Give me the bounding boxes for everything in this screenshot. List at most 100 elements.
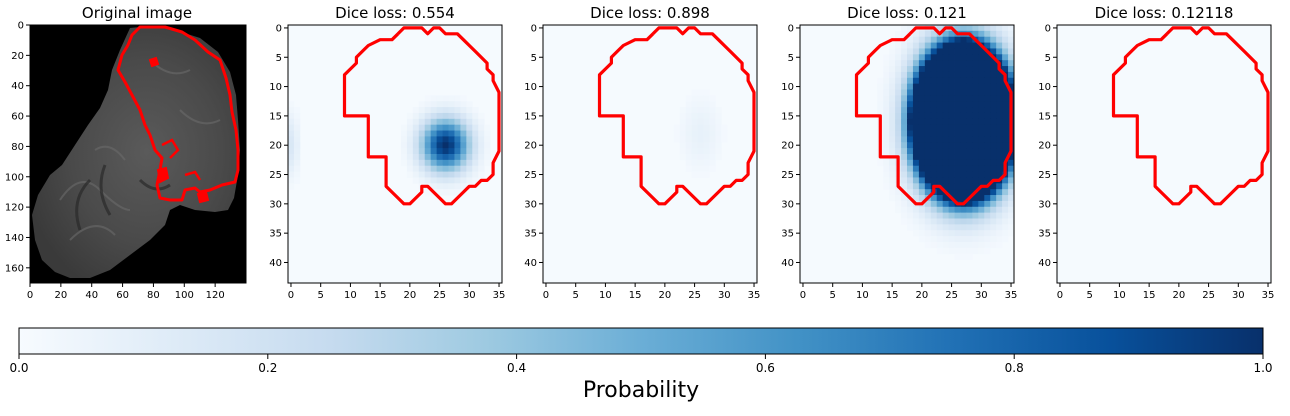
heatmap-cell xyxy=(948,159,955,167)
heatmap-cell xyxy=(709,136,716,143)
heatmap-cell xyxy=(918,159,926,167)
heatmap-cell xyxy=(978,54,985,61)
heatmap-cell xyxy=(406,165,414,172)
panel-prediction: Dice loss: 0.121 0 5 10 15 20 25 30 35 0 5 10 15 20 25… xyxy=(781,4,1017,301)
heatmap-cell xyxy=(954,154,961,161)
heatmap-cell xyxy=(889,183,896,190)
heatmap-cell xyxy=(930,95,938,102)
y-tick-label: 15 xyxy=(781,111,794,122)
heatmap-cell xyxy=(691,124,698,131)
heatmap-cell xyxy=(478,154,485,161)
heatmap-cell xyxy=(942,66,950,73)
heatmap-cell xyxy=(472,130,479,137)
heatmap-cell xyxy=(960,130,967,137)
heatmap-cell xyxy=(918,212,926,219)
heatmap-cell xyxy=(924,236,932,243)
heatmap-cell xyxy=(1008,54,1015,61)
heatmap-cell xyxy=(936,247,944,255)
heatmap-cell xyxy=(293,159,301,167)
heatmap-cell xyxy=(454,136,461,143)
heatmap-cell xyxy=(990,159,997,167)
heatmap-cell xyxy=(966,42,973,49)
heatmap-cell xyxy=(936,77,944,85)
heatmap-cell xyxy=(472,171,479,178)
heatmap-cell xyxy=(691,171,698,178)
heatmap-cell xyxy=(924,118,932,126)
heatmap-cell xyxy=(288,112,295,120)
panel-original-image: Original image 0 20 40 60 80 100 120 0 20 40 60 80… xyxy=(5,4,247,301)
heatmap-cell xyxy=(990,142,997,149)
heatmap-cell xyxy=(972,48,979,55)
heatmap-cell xyxy=(996,148,1003,155)
heatmap-cell xyxy=(454,148,461,155)
heatmap-cell xyxy=(984,130,991,137)
x-tick-label: 30 xyxy=(718,290,731,301)
x-tick-label: 35 xyxy=(1262,290,1275,301)
heatmap-cell xyxy=(954,112,961,120)
heatmap-cell xyxy=(984,101,991,108)
heatmap-cell xyxy=(460,136,467,143)
y-tick-label: 5 xyxy=(1045,53,1051,64)
heatmap-cell xyxy=(972,71,979,79)
heatmap-cell xyxy=(918,195,926,202)
heatmap-cell xyxy=(1008,212,1015,219)
heatmap-cell xyxy=(454,177,461,184)
heatmap-cell xyxy=(430,112,438,120)
heatmap-cell xyxy=(430,142,438,149)
heatmap-cell xyxy=(709,107,716,114)
heatmap-cell xyxy=(1002,136,1009,143)
heatmap-cell xyxy=(996,224,1003,231)
heatmap-cell xyxy=(918,54,926,61)
heatmap-cell xyxy=(442,142,449,149)
heatmap-cell xyxy=(972,230,979,237)
heatmap-cell xyxy=(895,101,902,108)
x-tick-label: 120 xyxy=(206,290,225,301)
panel-prediction: Dice loss: 0.898 0 5 10 15 20 25 30 35 0 5 10 15 20 25… xyxy=(524,4,760,301)
heatmap-cell xyxy=(948,30,955,38)
y-tick-label: 120 xyxy=(5,203,24,214)
heatmap-cell xyxy=(691,154,698,161)
heatmap-cell xyxy=(889,48,896,55)
heatmap-cell xyxy=(924,130,932,137)
heatmap-cell xyxy=(936,124,944,131)
heatmap-cell xyxy=(912,101,920,108)
heatmap-cell xyxy=(918,60,926,67)
heatmap-cell xyxy=(978,224,985,231)
heatmap-cell xyxy=(877,101,884,108)
heatmap-cell xyxy=(691,118,698,126)
heatmap-cell xyxy=(930,154,938,161)
heatmap-cell xyxy=(1002,189,1009,196)
heatmap-cell xyxy=(460,177,467,184)
heatmap-cell xyxy=(679,154,687,161)
heatmap-cell xyxy=(966,241,973,249)
heatmap-cell xyxy=(907,148,914,155)
heatmap-cell xyxy=(293,107,301,114)
heatmap-cell xyxy=(954,183,961,190)
y-tick-label: 10 xyxy=(1038,82,1051,93)
heatmap-cell xyxy=(918,36,926,43)
heatmap-cell xyxy=(912,66,920,73)
heatmap-cell xyxy=(460,101,467,108)
heatmap-cell xyxy=(936,25,944,32)
heatmap-cell xyxy=(448,124,455,131)
y-tick-label: 25 xyxy=(1038,170,1051,181)
heatmap-cell xyxy=(442,101,449,108)
heatmap-cell xyxy=(930,165,938,172)
heatmap-cell xyxy=(889,89,896,96)
heatmap-cell xyxy=(966,218,973,225)
heatmap-cell xyxy=(460,112,467,120)
heatmap-cell xyxy=(948,230,955,237)
heatmap-cell xyxy=(924,30,932,38)
colorbar-tick-label: 0.0 xyxy=(9,361,28,375)
heatmap-cell xyxy=(924,183,932,190)
heatmap-cell xyxy=(907,136,914,143)
heatmap-cell xyxy=(442,159,449,167)
heatmap-cell xyxy=(1002,54,1009,61)
heatmap-cell xyxy=(990,218,997,225)
heatmap-cell xyxy=(912,154,920,161)
heatmap-cell xyxy=(1002,212,1009,219)
y-tick-label: 10 xyxy=(269,82,282,93)
heatmap-cell xyxy=(930,107,938,114)
heatmap-cell xyxy=(996,95,1003,102)
heatmap-cell xyxy=(924,89,932,96)
